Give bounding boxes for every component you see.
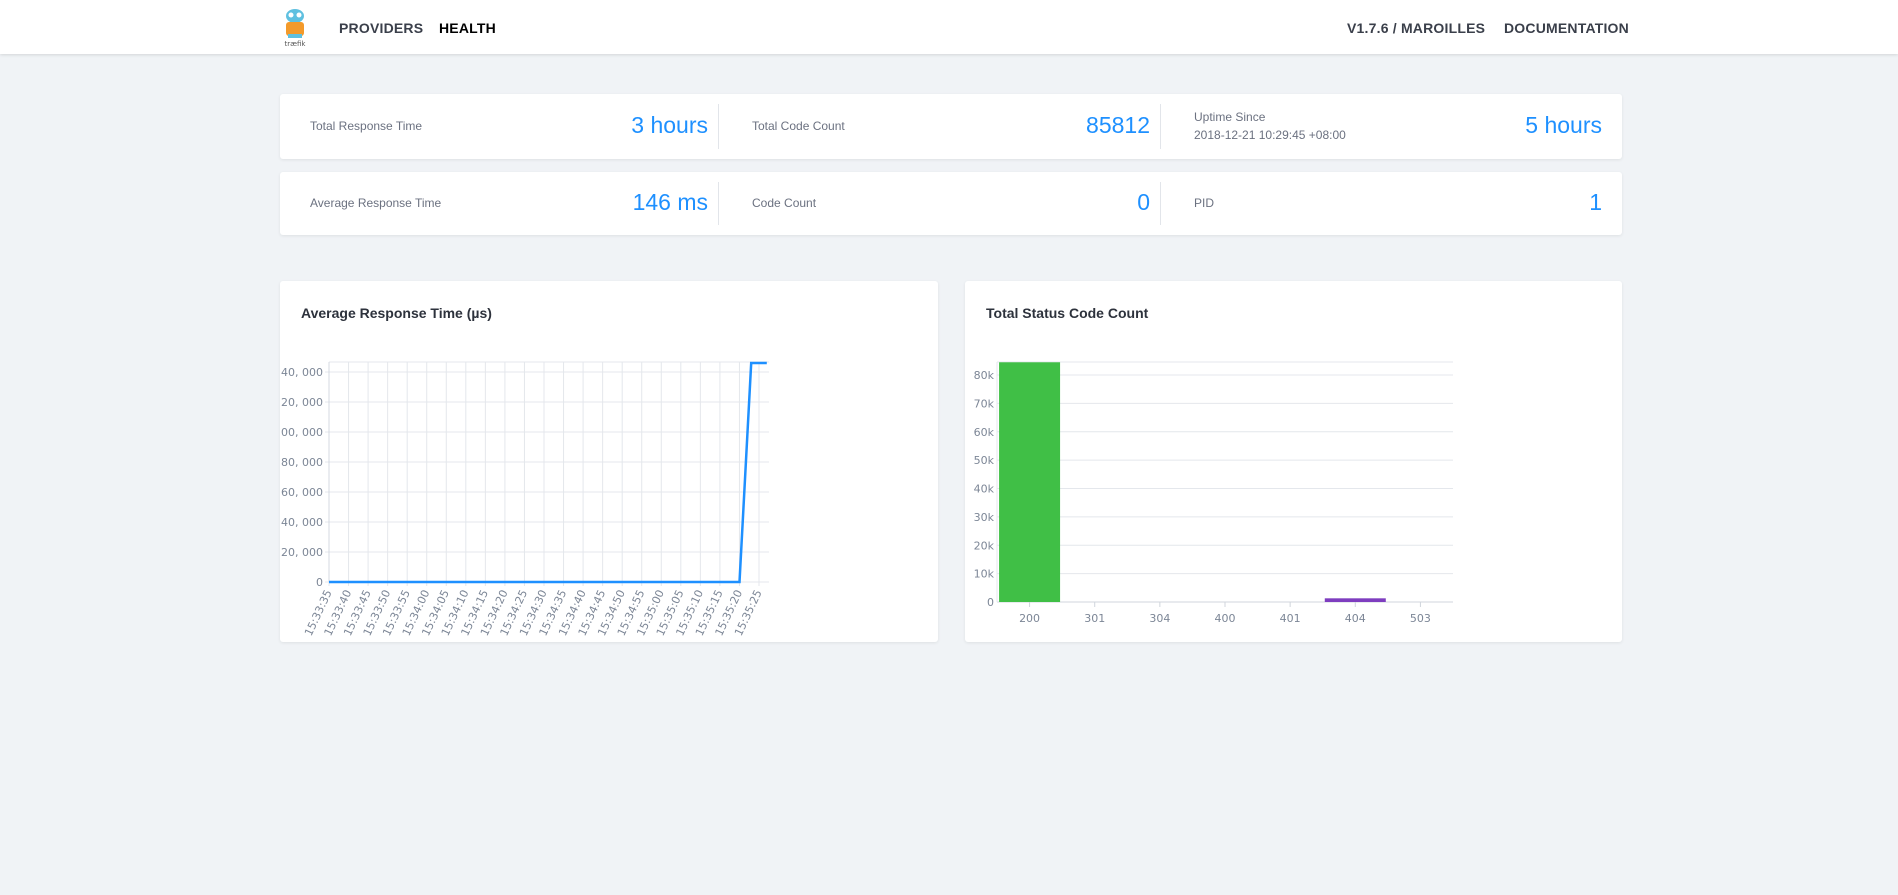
traefik-logo[interactable]: træfik [280,6,310,48]
y-tick-label: 120, 000 [280,396,323,409]
nav-providers[interactable]: PROVIDERS [339,20,424,36]
stat-value: 85812 [1086,112,1150,138]
x-tick-label: 404 [1345,612,1366,625]
x-tick-label: 400 [1215,612,1236,625]
y-tick-label: 140, 000 [280,366,323,379]
y-tick-label: 70k [974,397,995,410]
y-tick-label: 20, 000 [281,546,323,559]
stat-value: 1 [1589,189,1602,215]
stat-value: 146 ms [632,189,708,215]
stat-total-code-count: Total Code Count 85812 [722,94,1160,159]
y-tick-label: 30k [974,511,995,524]
y-tick-label: 40, 000 [281,516,323,529]
x-tick-label: 503 [1410,612,1431,625]
stat-label: Total Code Count [752,119,845,133]
y-tick-label: 0 [987,596,994,609]
status-code-chart-card: Total Status Code Count 0 10k 20k 30k 40k 50k… [965,281,1622,642]
stat-label: PID [1194,196,1215,210]
line-chart: 0 20, 000 40, 000 60, 000 80, 000 100, 000 120… [280,361,769,638]
stat-value: 5 hours [1525,112,1602,138]
x-tick-label: 200 [1019,612,1040,625]
y-tick-label: 100, 000 [280,426,323,439]
version-link[interactable]: V1.7.6 / MAROILLES [1347,20,1486,36]
bar-chart: 0 10k 20k 30k 40k 50k 60k 70k 80k 200 301 304 400 401… [974,361,1453,625]
chart-title: Average Response Time (µs) [301,305,492,321]
stat-uptime: Uptime Since 2018-12-21 10:29:45 +08:00 … [1164,94,1612,159]
chart-title: Total Status Code Count [986,305,1149,321]
stat-label: Code Count [752,196,817,210]
stat-label: Total Response Time [310,119,423,133]
divider [1160,104,1161,149]
avg-response-chart-card: Average Response Time (µs) 0 20, 000 40, 0… [280,281,938,642]
divider [718,104,719,149]
y-tick-label: 20k [974,539,995,552]
stats-card-bottom: Average Response Time 146 ms Code Count … [280,172,1622,235]
y-tick-label: 80k [974,369,995,382]
series-line [329,361,767,584]
stats-card-top: Total Response Time 3 hours Total Code C… [280,94,1622,159]
y-tick-label: 50k [974,454,995,467]
bar-404 [1324,598,1386,602]
top-navbar: træfik PROVIDERS HEALTH V1.7.6 / MAROILL… [0,0,1898,54]
stat-average-response-time: Average Response Time 146 ms [280,172,718,235]
x-tick-label: 304 [1149,612,1170,625]
y-tick-label: 40k [974,483,995,496]
y-tick-label: 10k [974,568,995,581]
y-tick-label: 60, 000 [281,486,323,499]
stat-total-response-time: Total Response Time 3 hours [280,94,718,159]
stat-label: Uptime Since [1194,110,1266,124]
nav-documentation[interactable]: DOCUMENTATION [1504,20,1629,36]
divider [1160,182,1161,225]
stat-value: 0 [1137,189,1150,215]
stat-label: Average Response Time [310,196,442,210]
x-tick-label: 401 [1280,612,1301,625]
stat-code-count: Code Count 0 [722,172,1160,235]
logo-text: træfik [285,40,307,48]
y-tick-label: 80, 000 [281,456,323,469]
y-tick-label: 60k [974,426,995,439]
nav-health[interactable]: HEALTH [439,20,496,36]
bar-200 [999,362,1061,602]
divider [718,182,719,225]
stat-pid: PID 1 [1164,172,1612,235]
stat-value: 3 hours [631,112,708,138]
y-tick-label: 0 [316,576,323,589]
uptime-since-date: 2018-12-21 10:29:45 +08:00 [1194,128,1346,142]
x-tick-label: 301 [1084,612,1105,625]
